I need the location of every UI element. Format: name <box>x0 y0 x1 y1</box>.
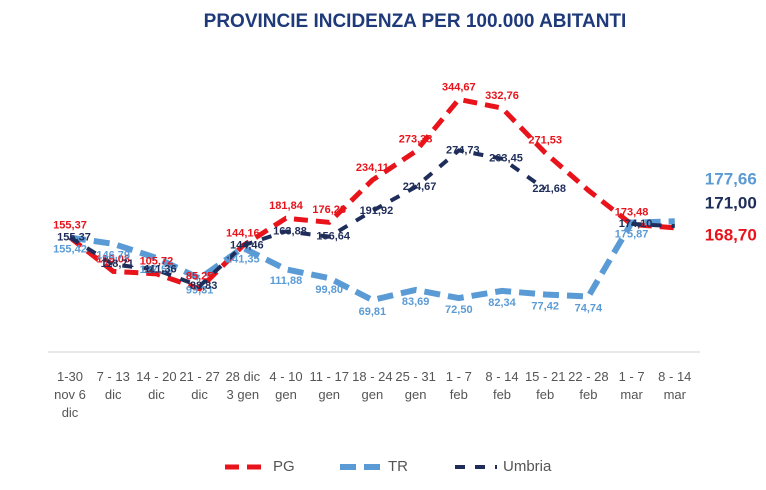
x-tick-label: 1 - 7 feb <box>446 369 472 402</box>
data-label: 99,31 <box>186 284 214 296</box>
x-tick-label: 1 - 7 mar <box>619 369 645 402</box>
chart-title: PROVINCIE INCIDENZA PER 100.000 ABITANTI <box>204 11 627 32</box>
x-tick-label: 8 - 14 feb <box>485 369 518 402</box>
data-label: 163,88 <box>273 225 307 237</box>
data-label: 141,35 <box>226 254 260 266</box>
data-label: 332,76 <box>485 90 519 102</box>
x-tick-label: 11 - 17 gen <box>309 369 349 402</box>
data-label: 155,42 <box>53 243 87 255</box>
data-label: 99,80 <box>315 284 343 296</box>
data-label: 234,11 <box>356 162 389 174</box>
data-label: 127,54 <box>140 264 175 276</box>
series-line <box>68 148 675 289</box>
data-label: 155,37 <box>57 231 91 243</box>
data-label: 181,84 <box>269 200 304 212</box>
data-label: 221,68 <box>532 183 566 195</box>
series-line <box>68 96 676 292</box>
data-label: 177,66 <box>705 169 757 188</box>
data-label: 85,25 <box>186 271 214 283</box>
data-label: 176,28 <box>312 204 346 216</box>
x-tick-label: 25 - 31 gen <box>395 369 435 402</box>
x-tick-label: 7 - 13 dic <box>97 369 130 402</box>
x-tick-label: 18 - 24 gen <box>352 369 392 402</box>
data-label: 82,34 <box>488 297 516 309</box>
x-tick-label: 21 - 27 dic <box>179 369 219 402</box>
data-label: 146,79 <box>96 250 130 262</box>
data-label: 191,92 <box>360 205 394 217</box>
data-label: 109,08 <box>96 253 130 265</box>
data-label: 171,00 <box>705 193 757 212</box>
data-label: 173,48 <box>615 206 649 218</box>
series-line <box>69 218 675 304</box>
data-label: 144,16 <box>226 228 260 240</box>
x-tick-label: 14 - 20 dic <box>136 369 176 402</box>
data-label: 74,74 <box>575 302 603 314</box>
x-tick-label: 22 - 28 feb <box>568 369 608 402</box>
data-label: 88,83 <box>190 280 218 292</box>
data-label: 224,67 <box>403 181 437 193</box>
data-label: 105,72 <box>140 256 174 268</box>
data-label: 72,50 <box>445 304 473 316</box>
data-label: 273,38 <box>399 133 433 145</box>
x-tick-label: 8 - 14 mar <box>658 369 691 402</box>
data-label: 168,70 <box>705 225 757 244</box>
data-label: 274,73 <box>446 144 480 156</box>
data-label: 175,87 <box>615 229 649 241</box>
data-label: 69,81 <box>359 306 387 318</box>
legend-label: Umbria <box>503 458 552 475</box>
data-label: 111,36 <box>144 264 176 276</box>
data-label: 263,45 <box>489 153 523 165</box>
data-label: 111,88 <box>270 275 302 287</box>
data-label: 344,67 <box>442 81 476 93</box>
legend-label: PG <box>273 458 295 475</box>
x-tick-label: 28 dic 3 gen <box>225 369 260 402</box>
x-tick-label: 4 - 10 gen <box>269 369 302 402</box>
data-label: 155,37 <box>53 219 87 231</box>
data-label: 174,10 <box>619 218 653 230</box>
data-label: 118,71 <box>101 258 134 270</box>
x-tick-label: 1-30 nov 6 dic <box>54 369 86 420</box>
data-label: 77,42 <box>531 300 559 312</box>
data-label: 83,69 <box>402 296 430 308</box>
data-label: 144,46 <box>230 239 264 251</box>
legend-label: TR <box>388 458 408 475</box>
x-tick-label: 15 - 21 feb <box>525 369 565 402</box>
data-label: 156,64 <box>316 231 351 243</box>
data-label: 271,53 <box>528 135 562 147</box>
